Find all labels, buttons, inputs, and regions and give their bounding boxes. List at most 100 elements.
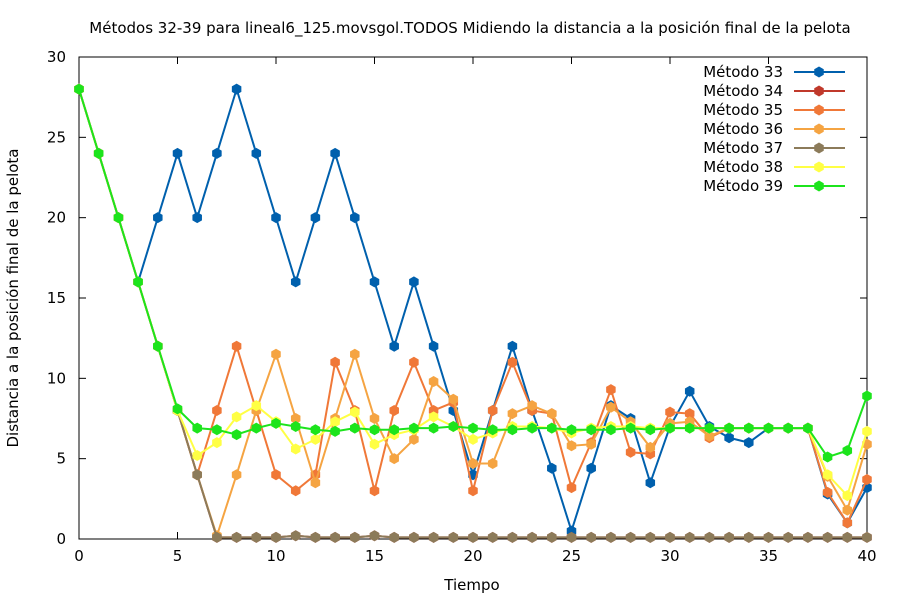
data-point xyxy=(409,531,419,543)
data-point xyxy=(271,212,281,224)
data-point xyxy=(290,443,301,455)
data-point xyxy=(369,424,380,436)
data-point xyxy=(527,422,537,434)
data-point xyxy=(172,147,183,159)
data-point xyxy=(310,433,321,445)
data-point xyxy=(527,531,537,543)
x-tick-label: 5 xyxy=(173,547,183,565)
data-point xyxy=(231,429,242,441)
data-point xyxy=(389,404,399,416)
data-point xyxy=(606,401,616,413)
data-point xyxy=(409,422,419,434)
data-point xyxy=(448,393,459,405)
data-point xyxy=(763,422,774,434)
y-axis-title: Distancia a la posición final de la pelo… xyxy=(4,148,22,447)
data-point xyxy=(822,469,833,481)
data-point xyxy=(310,477,321,489)
legend-item: Método 33 xyxy=(703,63,845,81)
data-point xyxy=(487,424,498,436)
data-point xyxy=(566,531,577,543)
y-tick-label: 25 xyxy=(47,128,66,146)
data-point xyxy=(507,408,518,420)
data-point xyxy=(744,531,754,543)
data-point xyxy=(448,531,459,543)
data-point xyxy=(330,147,340,159)
data-point xyxy=(468,457,478,469)
data-point xyxy=(507,340,518,352)
data-point xyxy=(586,438,596,450)
data-point xyxy=(862,425,872,437)
data-point xyxy=(606,424,616,436)
y-tick-label: 30 xyxy=(47,48,66,66)
data-point xyxy=(665,531,675,543)
x-tick-label: 0 xyxy=(74,547,84,565)
legend-label: Método 33 xyxy=(703,63,783,81)
legend-item: Método 37 xyxy=(703,139,845,157)
data-point xyxy=(625,531,636,543)
data-point xyxy=(428,340,439,352)
data-point xyxy=(487,531,498,543)
data-point xyxy=(310,424,321,436)
data-point xyxy=(842,531,853,543)
legend-marker xyxy=(814,161,824,173)
legend-label: Método 39 xyxy=(703,177,783,195)
data-point xyxy=(350,212,360,224)
series-layer xyxy=(74,83,872,543)
data-point xyxy=(842,517,853,529)
legend-marker xyxy=(814,123,824,135)
data-point xyxy=(547,531,557,543)
legend-item: Método 34 xyxy=(703,82,845,100)
data-point xyxy=(389,340,399,352)
legend-label: Método 38 xyxy=(703,158,783,176)
x-tick-label: 30 xyxy=(660,547,679,565)
data-point xyxy=(606,384,616,396)
data-point xyxy=(172,403,183,415)
data-point xyxy=(369,530,380,542)
data-point xyxy=(389,531,399,543)
data-point xyxy=(133,276,143,288)
data-point xyxy=(547,408,557,420)
data-point xyxy=(409,433,419,445)
data-point xyxy=(231,83,242,95)
data-point xyxy=(744,422,754,434)
data-point xyxy=(783,422,793,434)
data-point xyxy=(369,438,380,450)
legend-marker xyxy=(814,85,824,97)
data-point xyxy=(153,212,163,224)
x-tick-label: 35 xyxy=(759,547,778,565)
data-point xyxy=(310,531,321,543)
data-point xyxy=(645,531,656,543)
data-point xyxy=(724,432,734,444)
data-point xyxy=(448,421,459,433)
x-tick-label: 10 xyxy=(266,547,285,565)
data-point xyxy=(724,422,734,434)
x-tick-label: 20 xyxy=(463,547,482,565)
legend-label: Método 36 xyxy=(703,120,783,138)
legend-marker xyxy=(814,104,824,116)
data-point xyxy=(271,417,281,429)
legend-item: Método 38 xyxy=(703,158,845,176)
data-point xyxy=(350,531,360,543)
data-point xyxy=(724,531,734,543)
data-point xyxy=(822,451,833,463)
data-point xyxy=(684,385,695,397)
data-point xyxy=(271,531,281,543)
data-point xyxy=(763,531,774,543)
y-tick-label: 0 xyxy=(56,530,66,548)
data-point xyxy=(507,356,518,368)
data-point xyxy=(212,437,222,449)
data-point xyxy=(487,457,498,469)
data-point xyxy=(468,422,478,434)
data-point xyxy=(251,531,262,543)
legend-marker xyxy=(814,142,824,154)
legend-marker xyxy=(814,180,824,192)
data-point xyxy=(231,531,242,543)
data-point xyxy=(822,486,833,498)
data-point xyxy=(389,424,399,436)
data-point xyxy=(369,276,380,288)
data-point xyxy=(468,433,478,445)
data-point xyxy=(231,411,242,423)
data-point xyxy=(527,400,537,412)
